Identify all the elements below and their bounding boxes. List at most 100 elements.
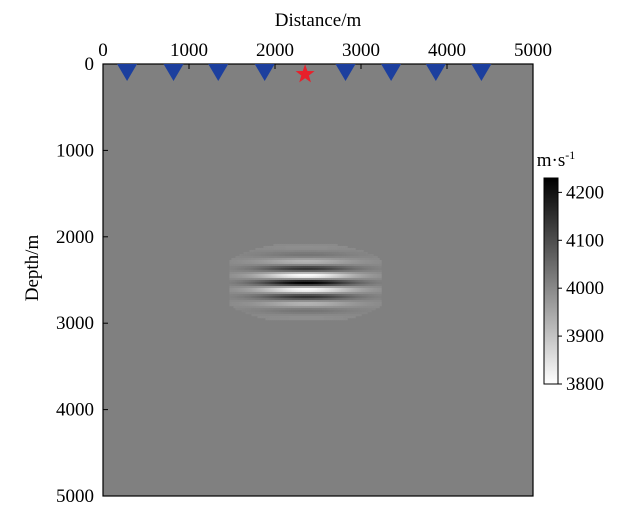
anomaly-cell xyxy=(251,275,254,279)
anomaly-cell xyxy=(305,275,308,279)
anomaly-cell xyxy=(313,301,316,305)
anomaly-cell xyxy=(379,259,382,263)
anomaly-cell xyxy=(379,261,382,265)
anomaly-cell xyxy=(257,285,260,289)
anomaly-cell xyxy=(349,249,352,253)
anomaly-cell xyxy=(337,271,340,275)
anomaly-cell xyxy=(321,247,324,251)
anomaly-cell xyxy=(275,311,278,315)
anomaly-cell xyxy=(293,309,296,313)
anomaly-cell xyxy=(293,307,296,311)
anomaly-cell xyxy=(353,313,356,317)
anomaly-cell xyxy=(235,279,238,283)
anomaly-cell xyxy=(327,251,330,255)
anomaly-cell xyxy=(273,259,276,263)
anomaly-cell xyxy=(363,261,366,265)
anomaly-cell xyxy=(347,293,350,297)
anomaly-cell xyxy=(289,249,292,253)
anomaly-cell xyxy=(353,301,356,305)
anomaly-cell xyxy=(315,275,318,279)
anomaly-cell xyxy=(339,309,342,313)
anomaly-cell xyxy=(287,295,290,299)
anomaly-cell xyxy=(273,271,276,275)
anomaly-cell xyxy=(275,313,278,317)
anomaly-cell xyxy=(319,251,322,255)
anomaly-cell xyxy=(351,277,354,281)
anomaly-cell xyxy=(321,283,324,287)
anomaly-cell xyxy=(229,269,232,273)
anomaly-cell xyxy=(295,281,298,285)
anomaly-cell xyxy=(325,273,328,277)
anomaly-cell xyxy=(347,259,350,263)
anomaly-cell xyxy=(361,259,364,263)
anomaly-cell xyxy=(235,263,238,267)
anomaly-cell xyxy=(319,245,322,249)
anomaly-cell xyxy=(313,289,316,293)
anomaly-cell xyxy=(371,299,374,303)
anomaly-cell xyxy=(309,257,312,261)
anomaly-cell xyxy=(275,259,278,263)
anomaly-cell xyxy=(305,245,308,249)
anomaly-cell xyxy=(355,265,358,269)
anomaly-cell xyxy=(229,285,232,289)
anomaly-cell xyxy=(231,263,234,267)
anomaly-cell xyxy=(253,293,256,297)
anomaly-cell xyxy=(253,313,256,317)
anomaly-cell xyxy=(263,297,266,301)
anomaly-cell xyxy=(271,269,274,273)
acquisition-markers xyxy=(117,64,492,83)
anomaly-cell xyxy=(369,293,372,297)
anomaly-cell xyxy=(327,259,330,263)
anomaly-cell xyxy=(289,285,292,289)
anomaly-cell xyxy=(315,299,318,303)
anomaly-cell xyxy=(369,309,372,313)
anomaly-cell xyxy=(275,299,278,303)
anomaly-cell xyxy=(295,301,298,305)
anomaly-cell xyxy=(343,271,346,275)
anomaly-cell xyxy=(233,265,236,269)
anomaly-cell xyxy=(231,291,234,295)
anomaly-cell xyxy=(273,287,276,291)
anomaly-cell xyxy=(241,309,244,313)
anomaly-cell xyxy=(249,275,252,279)
anomaly-cell xyxy=(259,277,262,281)
anomaly-cell xyxy=(379,303,382,307)
anomaly-cell xyxy=(267,287,270,291)
anomaly-cell xyxy=(337,291,340,295)
anomaly-cell xyxy=(365,291,368,295)
anomaly-cell xyxy=(277,309,280,313)
anomaly-cell xyxy=(279,261,282,265)
anomaly-cell xyxy=(353,273,356,277)
anomaly-cell xyxy=(337,273,340,277)
anomaly-cell xyxy=(325,303,328,307)
anomaly-cell xyxy=(311,287,314,291)
anomaly-cell xyxy=(349,295,352,299)
anomaly-cell xyxy=(273,311,276,315)
anomaly-cell xyxy=(345,271,348,275)
anomaly-cell xyxy=(239,261,242,265)
colorbar xyxy=(543,177,559,385)
anomaly-cell xyxy=(293,317,296,321)
anomaly-cell xyxy=(323,279,326,283)
anomaly-cell xyxy=(327,317,330,321)
anomaly-cell xyxy=(333,295,336,299)
anomaly-cell xyxy=(367,271,370,275)
anomaly-cell xyxy=(265,303,268,307)
anomaly-cell xyxy=(261,307,264,311)
anomaly-cell xyxy=(245,257,248,261)
anomaly-cell xyxy=(329,259,332,263)
anomaly-cell xyxy=(309,287,312,291)
anomaly-cell xyxy=(333,255,336,259)
anomaly-cell xyxy=(355,253,358,257)
anomaly-cell xyxy=(277,289,280,293)
anomaly-cell xyxy=(337,313,340,317)
anomaly-cell xyxy=(267,257,270,261)
anomaly-cell xyxy=(371,289,374,293)
anomaly-cell xyxy=(335,255,338,259)
anomaly-cell xyxy=(253,307,256,311)
anomaly-cell xyxy=(247,289,250,293)
anomaly-cell xyxy=(323,261,326,265)
anomaly-cell xyxy=(267,251,270,255)
anomaly-cell xyxy=(303,275,306,279)
anomaly-cell xyxy=(321,243,324,247)
